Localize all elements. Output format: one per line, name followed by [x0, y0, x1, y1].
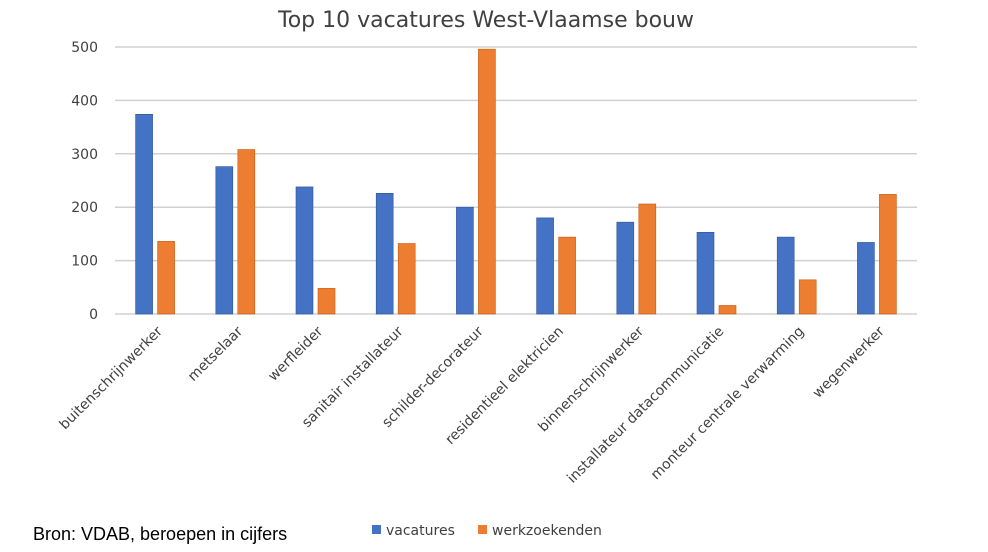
bar-werkzoekenden-3 — [397, 243, 416, 315]
bar-werkzoekenden-9 — [879, 194, 897, 315]
chart-title: Top 10 vacatures West-Vlaamse bouw — [277, 8, 694, 33]
y-tick-label: 0 — [89, 307, 98, 323]
bar-vacatures-8 — [776, 236, 795, 315]
x-tick-label: metselaar — [185, 323, 246, 384]
legend-swatch-vacatures — [372, 525, 381, 534]
y-tick-label: 100 — [71, 254, 98, 270]
y-tick-label: 500 — [71, 40, 98, 56]
y-tick-label: 400 — [71, 93, 98, 109]
x-tick-label: werfleider — [265, 323, 326, 384]
x-tick-label: monteur centrale verwarming — [648, 324, 808, 484]
bar-werkzoekenden-5 — [558, 236, 576, 315]
bar-werkzoekenden-2 — [317, 288, 336, 315]
bar-vacatures-2 — [295, 186, 314, 315]
bar-vacatures-7 — [696, 231, 715, 315]
x-tick-label: installateur datacommunicatie — [564, 324, 727, 487]
bar-vacatures-1 — [215, 166, 234, 315]
bar-werkzoekenden-0 — [157, 241, 175, 315]
bar-vacatures-3 — [375, 193, 394, 315]
legend-swatch-werkzoekenden — [478, 525, 487, 534]
bar-werkzoekenden-7 — [718, 305, 737, 315]
source-note: Bron: VDAB, beroepen in cijfers — [33, 524, 288, 544]
bar-werkzoekenden-4 — [478, 48, 496, 315]
bar-vacatures-4 — [456, 206, 474, 315]
x-tick-label: buitenschrijnwerker — [57, 323, 167, 433]
bar-vacatures-5 — [536, 217, 554, 315]
x-tick-label: wegenwerker — [810, 323, 888, 401]
bar-werkzoekenden-8 — [798, 279, 817, 315]
bar-werkzoekenden-6 — [638, 203, 657, 315]
y-tick-label: 200 — [71, 200, 98, 216]
bar-vacatures-9 — [857, 242, 875, 315]
bar-werkzoekenden-1 — [237, 149, 256, 315]
legend-label-vacatures: vacatures — [386, 523, 455, 539]
y-tick-label: 300 — [71, 147, 98, 163]
legend-label-werkzoekenden: werkzoekenden — [492, 523, 602, 539]
bar-vacatures-6 — [616, 221, 635, 315]
bar-vacatures-0 — [135, 113, 153, 315]
